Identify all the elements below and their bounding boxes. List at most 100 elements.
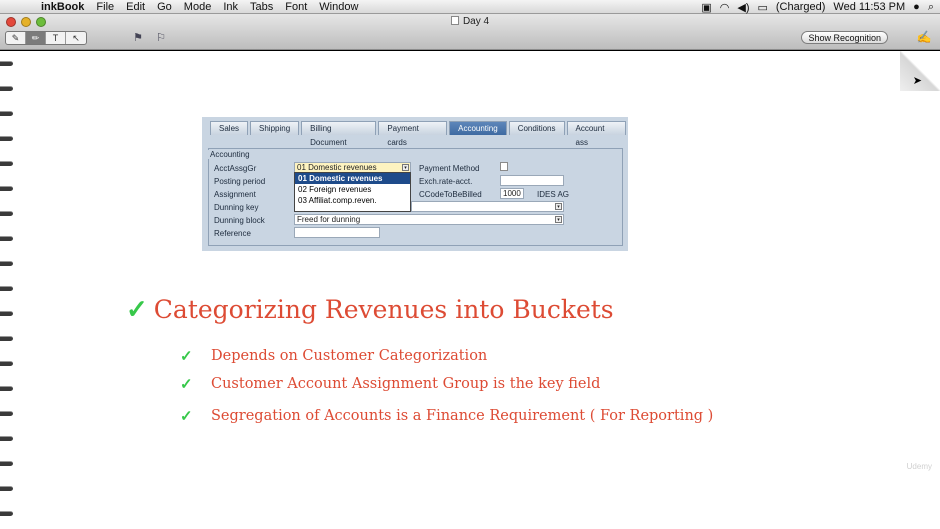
sap-label-exch-rate: Exch.rate-acct. xyxy=(419,177,473,186)
sap-accounting-group xyxy=(208,148,623,246)
menu-ink[interactable]: Ink xyxy=(223,0,239,13)
menu-mode[interactable]: Mode xyxy=(183,0,212,13)
menu-window[interactable]: Window xyxy=(319,0,359,13)
headline-text: Categorizing Revenues into Buckets xyxy=(153,295,614,324)
sap-tab-sales: Sales xyxy=(210,121,249,135)
spiral-ring xyxy=(0,161,13,166)
menu-app-name[interactable]: inkBook xyxy=(41,0,85,13)
spiral-ring xyxy=(0,461,13,466)
user-icon[interactable]: ● xyxy=(913,1,920,13)
tool-selector: ✎ ✏ T ↖ xyxy=(5,31,87,45)
checkmark-icon: ✓ xyxy=(126,294,148,324)
sap-label-reference: Reference xyxy=(214,229,251,238)
pencil-tool-icon[interactable]: ✏ xyxy=(26,32,46,44)
battery-icon[interactable]: ▭ xyxy=(757,1,768,14)
spiral-ring xyxy=(0,511,13,516)
sap-dropdown-option: 01 Domestic revenues xyxy=(295,173,410,184)
spotlight-icon[interactable]: ⌕ xyxy=(927,0,934,13)
spiral-ring xyxy=(0,86,13,91)
menu-font[interactable]: Font xyxy=(285,0,308,13)
checkmark-icon: ✓ xyxy=(180,408,193,425)
window-title: Day 4 xyxy=(0,16,940,27)
spiral-ring xyxy=(0,386,13,391)
sap-dropdown-option: 02 Foreign revenues xyxy=(298,185,372,194)
sap-tab-shipping: Shipping xyxy=(250,121,300,135)
wifi-icon[interactable]: ◠ xyxy=(719,1,730,14)
spiral-ring xyxy=(0,136,13,141)
sap-ccode-value: 1000 xyxy=(503,189,521,198)
sap-tab-strip: Sales Shipping Billing Document Payment … xyxy=(210,121,628,147)
text-tool-icon[interactable]: T xyxy=(46,32,66,44)
menu-tabs[interactable]: Tabs xyxy=(250,0,274,13)
clock[interactable]: Wed 11:53 PM xyxy=(833,1,906,13)
dropdown-arrow-icon: ▾ xyxy=(555,216,562,223)
spiral-ring xyxy=(0,336,13,341)
sap-tab-accounting: Accounting xyxy=(449,121,507,135)
spiral-ring xyxy=(0,236,13,241)
sap-acctassggr-value: 01 Domestic revenues xyxy=(297,163,377,172)
sap-tab-billing-document: Billing Document xyxy=(301,121,377,147)
checkmark-icon: ✓ xyxy=(180,348,193,365)
sap-tab-account-assignment: Account ass xyxy=(566,121,626,147)
spiral-ring xyxy=(0,61,13,66)
screen-icon[interactable]: ▣ xyxy=(701,1,712,14)
sap-dunning-block-value: Freed for dunning xyxy=(297,215,361,224)
sap-tab-conditions: Conditions xyxy=(508,121,565,135)
sap-dunning-key-field: ▾ xyxy=(411,201,564,212)
bullet-text: Segregation of Accounts is a Finance Req… xyxy=(211,408,714,424)
spiral-ring xyxy=(0,436,13,441)
volume-icon[interactable]: ◀) xyxy=(737,1,750,14)
sap-label-acctassggr: AcctAssgGr xyxy=(214,164,257,173)
show-recognition-button[interactable]: Show Recognition xyxy=(801,31,888,44)
udemy-watermark: Udemy xyxy=(906,462,932,471)
bullet-item: ✓ Customer Account Assignment Group is t… xyxy=(180,375,600,393)
spiral-ring xyxy=(0,311,13,316)
window-titlebar: Day 4 ✎ ✏ T ↖ ⚑ ⚐ Show Recognition ✍ xyxy=(0,14,940,50)
bullet-text: Customer Account Assignment Group is the… xyxy=(211,376,601,392)
recognition-icon[interactable]: ✍ xyxy=(916,30,932,44)
menu-go[interactable]: Go xyxy=(157,0,172,13)
sap-label-dunning-block: Dunning block xyxy=(214,216,265,225)
menu-file[interactable]: File xyxy=(96,0,115,13)
menu-edit[interactable]: Edit xyxy=(126,0,146,13)
sap-acctassggr-dropdown: 01 Domestic revenues 02 Foreign revenues… xyxy=(294,172,411,212)
bullet-item: ✓ Depends on Customer Categorization xyxy=(180,347,487,365)
spiral-ring xyxy=(0,111,13,116)
page-curl[interactable] xyxy=(900,51,940,91)
status-area: ▣ ◠ ◀) ▭ (Charged) Wed 11:53 PM ● ⌕ xyxy=(693,0,934,14)
sap-group-title: Accounting xyxy=(208,150,252,159)
battery-status: (Charged) xyxy=(775,1,826,13)
sap-reference-field xyxy=(294,227,380,238)
checkmark-icon: ✓ xyxy=(180,376,193,393)
sap-dropdown-option: 03 Affiliat.comp.reven. xyxy=(298,196,377,205)
ink-style-icon[interactable]: ⚐ xyxy=(156,32,166,44)
slide-headline: ✓ Categorizing Revenues into Buckets xyxy=(126,294,614,325)
sap-tab-payment-cards: Payment cards xyxy=(378,121,448,147)
zoom-button[interactable] xyxy=(36,17,46,27)
spiral-ring xyxy=(0,286,13,291)
dropdown-arrow-icon: ▾ xyxy=(555,203,562,210)
sap-exch-rate-field xyxy=(500,175,564,186)
sap-label-assignment: Assignment xyxy=(214,190,256,199)
pen-tool-icon[interactable]: ✎ xyxy=(6,32,26,44)
dropdown-arrow-icon: ▾ xyxy=(402,164,409,171)
bullet-item: ✓ Segregation of Accounts is a Finance R… xyxy=(180,407,713,425)
notebook-page[interactable]: ➤ Sales Shipping Billing Document Paymen… xyxy=(0,51,940,529)
ink-color-icon[interactable]: ⚑ xyxy=(133,32,143,44)
window-controls xyxy=(6,17,51,27)
spiral-ring xyxy=(0,411,13,416)
mouse-cursor-icon: ➤ xyxy=(912,75,922,87)
sap-ccode-field: 1000 xyxy=(500,188,524,199)
minimize-button[interactable] xyxy=(21,17,31,27)
spiral-ring xyxy=(0,186,13,191)
spiral-ring xyxy=(0,261,13,266)
sap-payment-method-field xyxy=(500,162,508,171)
close-button[interactable] xyxy=(6,17,16,27)
spiral-ring xyxy=(0,211,13,216)
menubar: inkBook File Edit Go Mode Ink Tabs Font … xyxy=(0,0,940,14)
select-tool-icon[interactable]: ↖ xyxy=(72,33,80,43)
spiral-ring xyxy=(0,361,13,366)
sap-dunning-block-field: Freed for dunning ▾ xyxy=(294,214,564,225)
sap-accounting-screenshot: Sales Shipping Billing Document Payment … xyxy=(202,117,628,251)
sap-label-posting-period: Posting period xyxy=(214,177,266,186)
